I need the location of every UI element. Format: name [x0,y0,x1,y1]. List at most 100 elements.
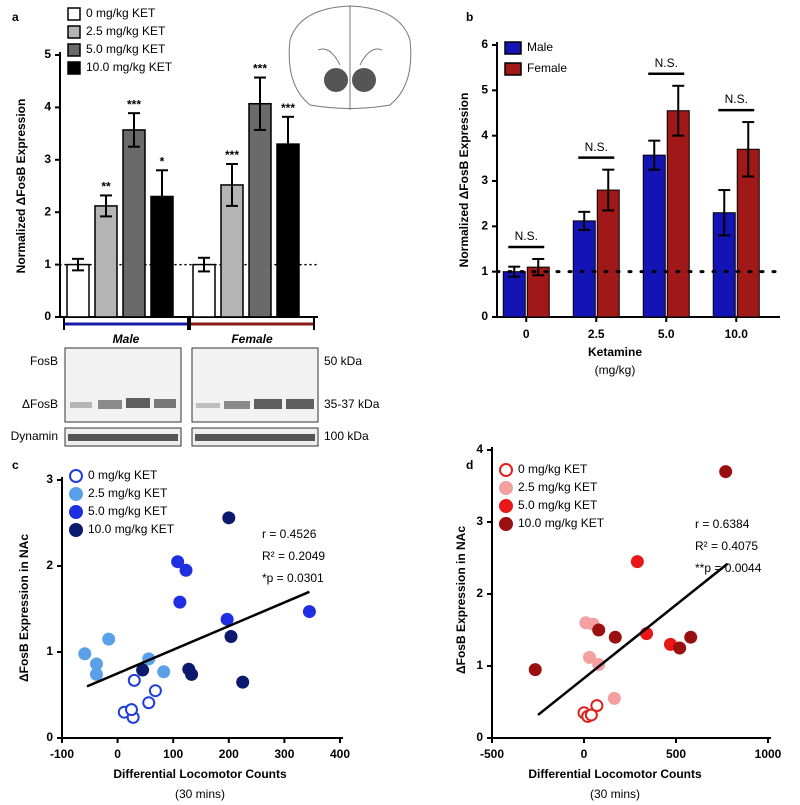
y-tick-label: 0 [481,309,488,323]
statistic: R² = 0.4075 [695,539,758,553]
legend-swatch [67,61,81,75]
bar [94,205,118,318]
x-tick-label: 500 [666,747,686,761]
bar [502,271,526,318]
x-axis-label: Differential Locomotor Counts [113,767,287,781]
point [608,630,622,644]
legend-label: Female [527,61,567,75]
y-axis-label: ΔFosB Expression in NAc [454,526,468,674]
x-tick-label: 0 [581,747,588,761]
x-axis-sublabel: (mg/kg) [595,363,636,377]
y-tick-label: 5 [44,47,51,61]
point [171,555,185,569]
point [142,696,156,710]
blot-band-label: Dynamin [11,429,58,443]
statistic: **p = 0.0044 [695,561,762,575]
bar [666,110,690,318]
point [684,630,698,644]
annotation: N.S. [725,92,748,106]
x-tick-label: -100 [50,747,74,761]
legend-label: Male [527,40,553,54]
significance-label: *** [253,62,267,76]
point [528,663,542,677]
brain-diagram [288,5,412,110]
point [102,632,116,646]
y-tick-label: 5 [481,83,488,97]
annotation: N.S. [655,56,678,70]
bar [66,263,90,318]
x-tick-label: 1000 [755,747,782,761]
y-tick-label: 4 [481,128,488,142]
x-tick-label: 400 [330,747,350,761]
x-tick-label: 300 [274,747,294,761]
legend-swatch [67,25,81,39]
panel-letter: c [12,458,19,472]
legend-swatch [504,62,522,76]
point [220,612,234,626]
significance-label: *** [225,148,239,162]
legend-label: 0 mg/kg KET [86,6,156,20]
point [630,555,644,569]
point [590,699,604,713]
y-axis-label: Normalized ΔFosB Expression [457,93,471,268]
bar [122,129,146,318]
statistic: r = 0.6384 [695,517,750,531]
point [719,465,733,479]
statistic: R² = 0.2049 [262,549,325,563]
significance-label: ** [101,180,111,194]
legend-label: 5.0 mg/kg KET [518,498,598,512]
y-tick-label: 3 [44,152,51,166]
y-tick-label: 2 [476,586,483,600]
x-axis-sublabel: (30 mins) [590,787,640,801]
y-tick-label: 3 [481,173,488,187]
statistic: *p = 0.0301 [262,571,324,585]
annotation: N.S. [515,229,538,243]
legend-swatch [499,499,513,513]
point [224,630,238,644]
y-tick-label: 6 [481,37,488,51]
significance-label: *** [127,97,141,111]
panel-letter: a [12,10,19,24]
point [127,673,141,687]
group-label: Female [231,332,273,346]
point [302,605,316,619]
legend-label: 10.0 mg/kg KET [86,60,173,74]
point [673,641,687,655]
blot-size-label: 35-37 kDa [324,397,380,411]
point [592,623,606,637]
y-tick-label: 0 [476,730,483,744]
y-tick-label: 3 [476,514,483,528]
x-tick-label: 0 [523,327,530,341]
point [583,650,597,664]
legend-swatch [499,517,513,531]
legend-swatch [499,481,513,495]
western-blot [64,347,319,447]
bar [572,220,596,318]
x-tick-label: 0 [114,747,121,761]
point [125,703,138,717]
y-tick-label: 3 [46,472,53,486]
y-tick-label: 0 [44,309,51,323]
point [173,595,187,609]
y-tick-label: 1 [481,264,488,278]
blot-size-label: 100 kDa [324,429,369,443]
legend-label: 2.5 mg/kg KET [518,480,598,494]
panel-letter: b [466,10,473,24]
x-axis-label: Ketamine [588,345,642,359]
bar [248,102,272,318]
y-tick-label: 4 [44,100,51,114]
point [78,647,92,661]
blot-band-label: ΔFosB [22,397,58,411]
point [136,663,150,677]
y-tick-label: 1 [46,644,53,658]
bar [192,263,216,318]
y-tick-label: 2 [481,219,488,233]
bar [642,154,666,318]
x-axis-sublabel: (30 mins) [175,787,225,801]
legend-swatch [69,505,83,519]
fit-line [537,562,729,716]
y-tick-label: 1 [476,658,483,672]
point [607,691,621,705]
x-axis-label: Differential Locomotor Counts [528,767,702,781]
